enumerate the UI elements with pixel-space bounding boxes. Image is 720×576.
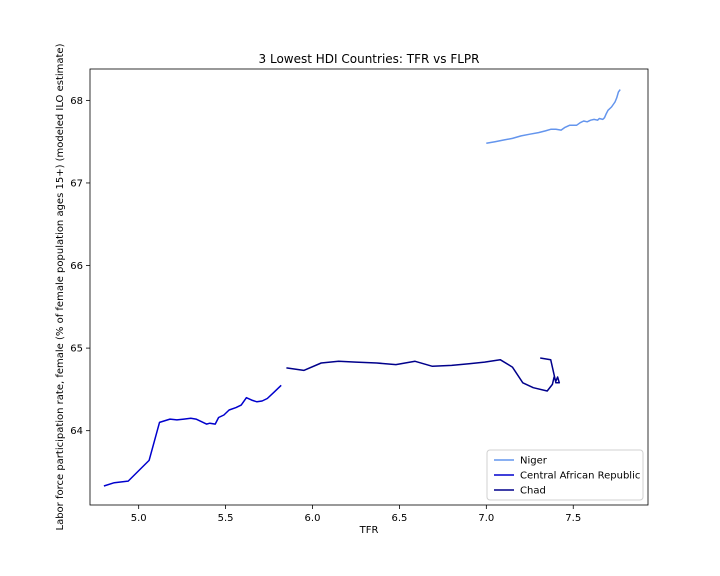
x-tick-label: 5.0 [131,513,147,524]
chart-title: 3 Lowest HDI Countries: TFR vs FLPR [259,52,480,66]
legend-label: Central African Republic [520,471,640,482]
x-tick-label: 7.0 [478,513,494,524]
plot-area [103,89,621,487]
y-tick-label: 67 [70,178,83,189]
legend: Niger Central African Republic Chad [486,449,644,501]
y-tick-label: 66 [70,261,83,272]
x-tick-label: 6.5 [391,513,407,524]
legend-label: Chad [520,486,546,497]
series-line-chad [286,357,561,392]
y-axis-label: Labor force participation rate, female (… [55,43,66,530]
axes-frame [89,68,649,506]
series-line-central-african-republic [103,384,282,487]
x-tick-label: 5.5 [218,513,234,524]
y-tick-label: 68 [70,96,83,107]
x-axis: 5.0 5.5 6.0 6.5 7.0 7.5 [131,505,581,524]
x-axis-label: TFR [359,525,379,536]
y-axis: 64 65 66 67 68 [70,96,90,437]
legend-label: Niger [520,456,548,467]
series-line-niger [486,89,621,145]
y-tick-label: 65 [70,344,83,355]
x-tick-label: 7.5 [565,513,581,524]
x-tick-label: 6.0 [305,513,321,524]
y-tick-label: 64 [70,426,83,437]
legend-box [486,449,644,501]
